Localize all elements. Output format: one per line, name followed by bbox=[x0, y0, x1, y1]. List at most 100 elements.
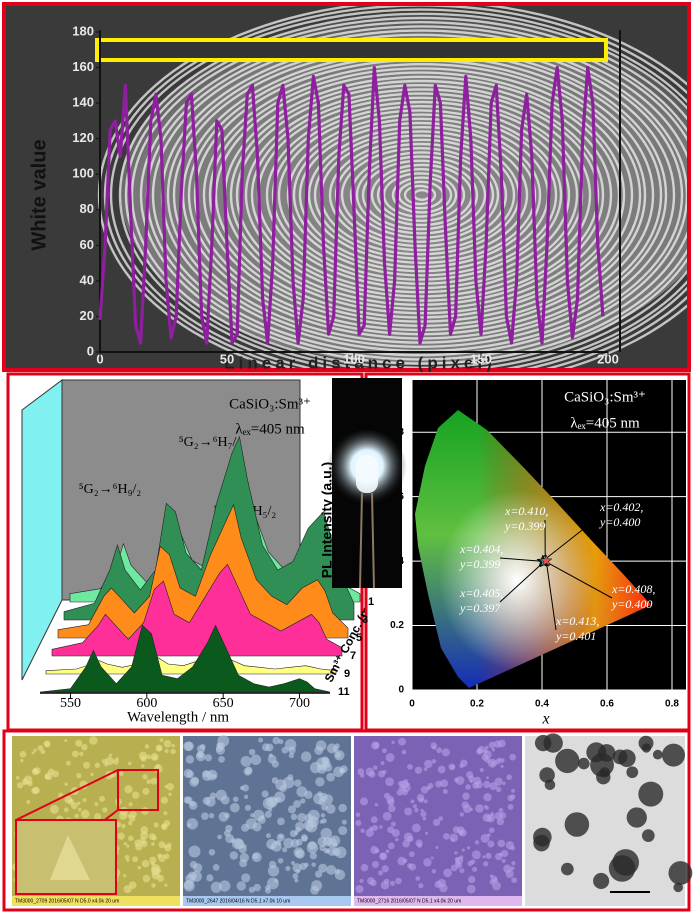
x-tick-label: 0.8 bbox=[665, 699, 679, 710]
particle bbox=[126, 844, 129, 847]
particle bbox=[83, 798, 87, 802]
particle bbox=[126, 859, 129, 862]
particle bbox=[488, 816, 492, 820]
particle bbox=[119, 812, 127, 820]
y-tick-label: 0 bbox=[398, 685, 404, 696]
particle bbox=[191, 871, 202, 882]
particle bbox=[502, 859, 506, 863]
particle bbox=[483, 793, 491, 801]
particle bbox=[371, 816, 378, 823]
x-tick-label: 0.2 bbox=[470, 699, 484, 710]
particle bbox=[244, 795, 248, 799]
particle bbox=[418, 883, 423, 888]
particle bbox=[322, 757, 330, 765]
particle bbox=[442, 748, 450, 756]
y-tick-label: 140 bbox=[72, 95, 94, 110]
particle bbox=[270, 845, 275, 850]
particle bbox=[44, 774, 50, 780]
annotation: ⁵G₂→⁶H₇/₂ bbox=[179, 435, 242, 450]
particle bbox=[157, 875, 164, 882]
particle bbox=[338, 804, 346, 812]
particle bbox=[378, 870, 383, 875]
particle bbox=[74, 814, 78, 818]
particle bbox=[495, 853, 502, 860]
particle bbox=[471, 859, 476, 864]
particle bbox=[423, 817, 427, 821]
particle bbox=[386, 753, 395, 762]
particle bbox=[71, 802, 78, 809]
particle bbox=[310, 762, 321, 773]
particle bbox=[355, 820, 361, 826]
particle bbox=[158, 854, 166, 862]
particle bbox=[454, 851, 457, 854]
particle bbox=[423, 858, 431, 866]
particle bbox=[209, 813, 214, 818]
chart-subtitle: λₑₓ=405 nm bbox=[235, 421, 305, 437]
particle bbox=[424, 767, 428, 771]
x-tick-label: 0.6 bbox=[600, 699, 614, 710]
particle bbox=[387, 799, 394, 806]
y-tick-label: 0.2 bbox=[390, 620, 404, 631]
point-label: x=0.404, bbox=[459, 542, 503, 556]
particle bbox=[132, 856, 138, 862]
particle bbox=[293, 847, 304, 858]
particle bbox=[443, 833, 450, 840]
particle bbox=[498, 840, 506, 848]
particle bbox=[427, 786, 431, 790]
particle bbox=[475, 804, 484, 813]
particle bbox=[483, 749, 487, 753]
particle bbox=[590, 753, 614, 777]
particle bbox=[409, 851, 415, 857]
particle bbox=[26, 800, 30, 804]
particle bbox=[265, 888, 271, 894]
particle bbox=[593, 873, 609, 889]
particle bbox=[432, 746, 436, 750]
particle bbox=[283, 838, 294, 849]
particle bbox=[281, 747, 288, 754]
particle bbox=[94, 802, 98, 806]
particle bbox=[252, 822, 261, 831]
particle bbox=[217, 735, 229, 747]
particle bbox=[185, 742, 194, 751]
particle bbox=[509, 754, 516, 761]
particle bbox=[188, 845, 200, 857]
particle bbox=[379, 825, 382, 828]
particle bbox=[315, 777, 324, 786]
legend-label: 11 bbox=[338, 686, 350, 698]
particle bbox=[275, 797, 281, 803]
particle bbox=[388, 805, 396, 813]
particle bbox=[402, 840, 410, 848]
particle bbox=[379, 852, 387, 860]
particle bbox=[145, 744, 149, 748]
particle bbox=[301, 751, 312, 762]
y-tick-label: 60 bbox=[80, 237, 94, 252]
particle bbox=[258, 738, 263, 743]
particle bbox=[359, 879, 363, 883]
particle bbox=[233, 797, 239, 803]
particle bbox=[140, 831, 148, 839]
particle bbox=[20, 759, 23, 762]
particle bbox=[499, 808, 504, 813]
particle bbox=[151, 883, 156, 888]
particle bbox=[487, 840, 494, 847]
particle bbox=[443, 789, 448, 794]
legend-label: 7 bbox=[350, 650, 356, 662]
particle bbox=[27, 781, 32, 786]
particle bbox=[34, 748, 37, 751]
particle bbox=[639, 736, 654, 751]
particle bbox=[506, 774, 512, 780]
y-tick-label: 120 bbox=[72, 130, 94, 145]
particle bbox=[245, 805, 251, 811]
particle bbox=[141, 841, 147, 847]
particle bbox=[342, 820, 347, 825]
particle bbox=[491, 812, 495, 816]
particle bbox=[31, 787, 38, 794]
caption: TM3000_2716 2016/05/07 N D5.1 x4.0k 20 u… bbox=[357, 898, 461, 904]
figure: White value Linear distance (pixel) CaSi… bbox=[0, 0, 693, 914]
particle bbox=[453, 826, 460, 833]
particle bbox=[533, 835, 549, 851]
point-label: y=0.400 bbox=[611, 597, 652, 611]
particle bbox=[511, 866, 515, 870]
particle bbox=[638, 782, 663, 807]
legend-label: 9 bbox=[344, 668, 350, 680]
